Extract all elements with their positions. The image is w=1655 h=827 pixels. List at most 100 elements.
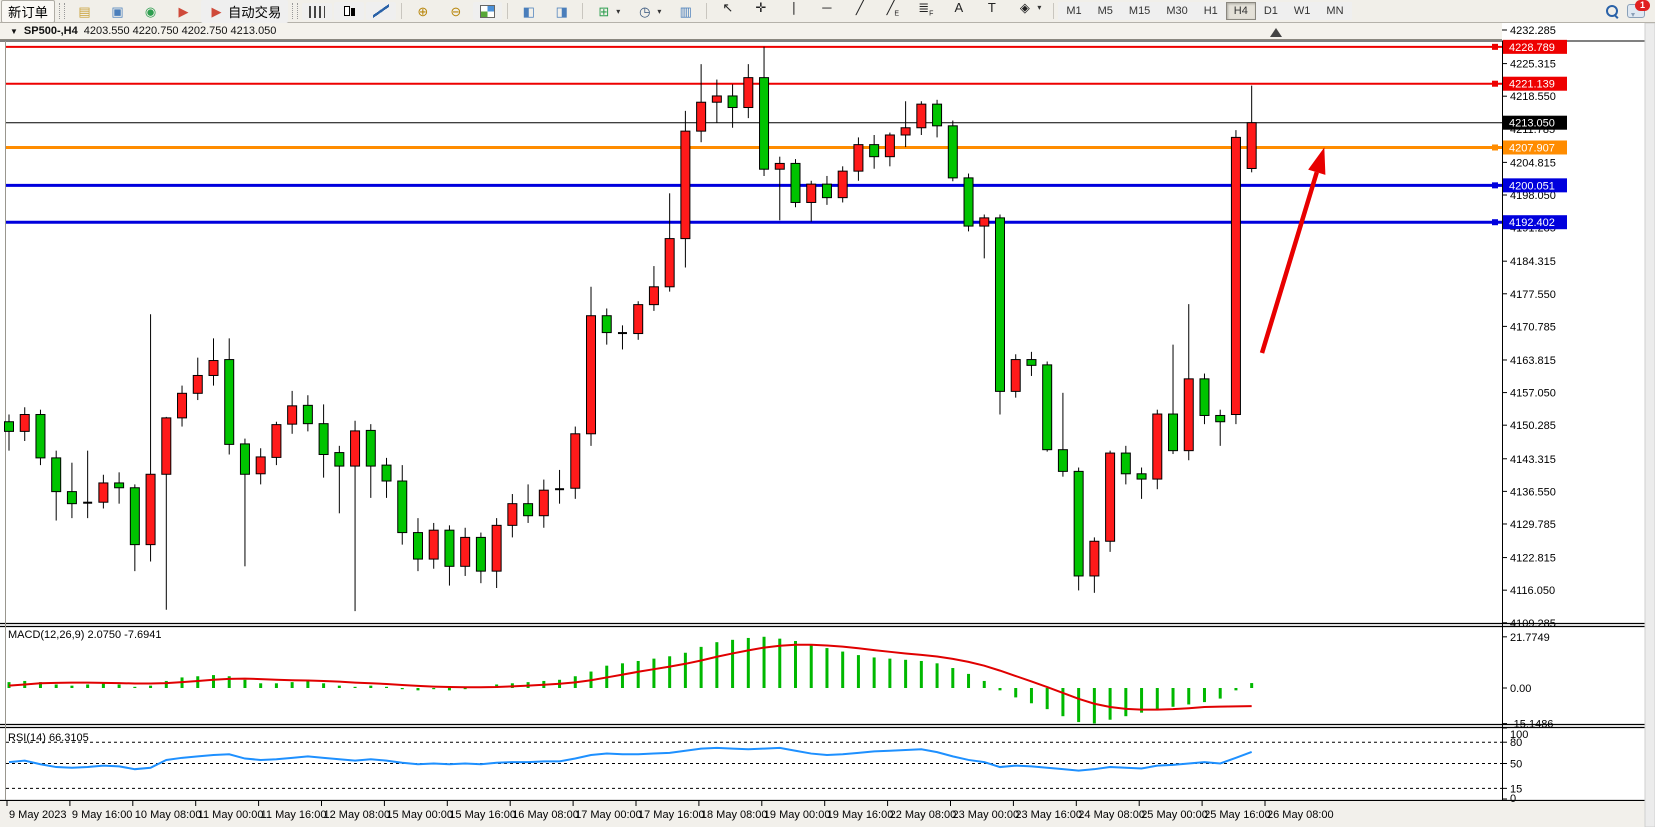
candle [1042,361,1053,452]
new-order-doc-icon: ▤ [78,3,91,19]
time-tick-label: 9 May 16:00 [72,809,133,821]
autotrade-button[interactable]: ▶ 自动交易 [200,0,289,23]
candle [412,518,423,572]
new-order-button[interactable]: 新订单 [1,0,55,23]
toolbar: 新订单 ▤ ▣ ◉ ▶ ▶ 自动交易 ⊕ ⊖ ◧ ◨ ⊞ ▾ ◷ ▾ ▥ ↖ ✛ ∣ ─ ╱ ╱E ≣F A T ◈… [0,0,1655,23]
autotrade-button[interactable]: ▶ [168,1,199,22]
timeframe-button-w1[interactable]: W1 [1285,2,1319,20]
line-chart-button[interactable] [366,2,397,20]
chart-profile-left-button[interactable]: ◧ [513,1,544,22]
tile-windows-icon [480,5,496,18]
trendline-button[interactable]: ╱ [844,0,875,18]
candle [869,134,880,169]
rsi-tick-label: 80 [1510,737,1522,749]
timeframe-button-d1[interactable]: D1 [1255,2,1286,20]
search-icon[interactable] [1606,4,1619,18]
timeframe-button-m1[interactable]: M1 [1058,2,1090,20]
price-tick-label: 4177.550 [1510,289,1556,301]
candle [334,445,345,514]
vertical-line-button[interactable]: ∣ [778,0,809,18]
timeframe-button-h4[interactable]: H4 [1225,2,1256,20]
price-tick-label: 4198.050 [1510,190,1556,202]
candle [680,110,691,268]
chat-icon[interactable]: 1 [1627,0,1650,18]
toolbar-grip [58,3,65,19]
candle [192,357,203,401]
chart-canvas[interactable]: 4232.2854225.3154218.5504211.7854204.815… [0,23,1655,827]
equidistant-channel-button[interactable]: ╱E [877,0,908,25]
text-label-button[interactable]: T [976,0,1007,18]
pivot-line-price-badge [1503,140,1567,155]
trend-arrow-annotation[interactable] [1259,147,1326,354]
chart-title-symbol: SP500-,H4 [23,25,78,37]
signals-button[interactable]: ◉ [135,1,166,22]
candle [947,120,958,182]
chart-profile-right-button[interactable]: ◨ [546,1,577,22]
candle [1199,373,1210,425]
time-axis-strip[interactable] [0,801,1645,827]
bar-chart-button[interactable] [302,2,333,20]
chart-titlebar[interactable]: ▼ SP500-,H4 4203.550 4220.750 4202.750 4… [0,23,1502,40]
candlestick-chart-button[interactable] [334,2,365,20]
shapes-button[interactable]: ◈ ▾ [1009,0,1048,18]
timeframe-button-m5[interactable]: M5 [1089,2,1121,20]
period-clock-icon: ◷ [639,3,651,19]
timeframe-button-m15[interactable]: M15 [1120,2,1159,20]
candle [664,193,675,292]
candle [177,385,188,427]
candle [570,426,581,499]
new-chart-button[interactable]: ⊞ ▾ [588,1,627,22]
request-terminal-button[interactable]: ▣ [102,1,133,22]
candle [19,407,30,442]
indicator-list-button[interactable]: ▥ [670,1,701,22]
pivot-line-handle[interactable] [1492,144,1498,151]
candle [444,525,455,586]
toolbar-separator [582,3,584,19]
timeframe-button-mn[interactable]: MN [1318,2,1352,20]
fibonacci-button[interactable]: ≣F [910,0,941,25]
support-line-1-handle[interactable] [1492,182,1498,189]
timeframe-button-m30[interactable]: M30 [1158,2,1196,20]
tile-windows-button[interactable] [473,2,503,20]
period-clock-button[interactable]: ◷ ▾ [629,1,668,22]
resistance-line-1-handle[interactable] [1492,43,1498,50]
toolbar-separator [706,3,708,19]
crosshair-button[interactable]: ✛ [745,0,776,18]
rsi-tick-label: 15 [1510,783,1522,795]
shapes-icon: ◈ [1019,0,1030,16]
candle [428,522,439,569]
resistance-line-2-handle[interactable] [1492,80,1498,87]
window-scroll-strip[interactable] [1644,23,1655,827]
resistance-line-2-price-badge-text: 4221.139 [1509,79,1555,91]
main-pane[interactable] [0,41,1502,623]
zoom-out-button[interactable]: ⊖ [440,1,471,22]
text-button[interactable]: A [943,0,974,18]
timeframe-button-h1[interactable]: H1 [1195,2,1226,20]
candle [66,462,77,519]
signals-icon: ◉ [144,3,157,19]
cursor-button[interactable]: ↖ [712,0,743,18]
candle [1168,344,1179,455]
candle [759,46,770,176]
candle [98,474,109,509]
chart-shift-marker[interactable] [1270,28,1282,37]
candle [1230,130,1241,425]
candle [51,450,62,521]
resistance-line-1-price-badge-text: 4228.789 [1509,42,1555,54]
candle [1105,450,1116,552]
text-icon: A [954,0,964,16]
candle [397,465,408,545]
candle [1152,409,1163,490]
price-tick-label: 4136.550 [1510,486,1556,498]
chevron-down-icon[interactable]: ▼ [10,26,18,36]
price-tick-label: 4129.785 [1510,519,1556,531]
horizontal-line-button[interactable]: ─ [811,0,842,18]
support-line-2-handle[interactable] [1492,219,1498,226]
candle [633,301,644,340]
zoom-in-button[interactable]: ⊕ [407,1,438,22]
bar-chart-icon [309,5,326,18]
macd-tick-label: 21.7749 [1510,632,1550,644]
candle [208,338,219,386]
time-tick-label: 16 May 08:00 [512,809,579,821]
new-order-doc-button[interactable]: ▤ [69,1,100,22]
